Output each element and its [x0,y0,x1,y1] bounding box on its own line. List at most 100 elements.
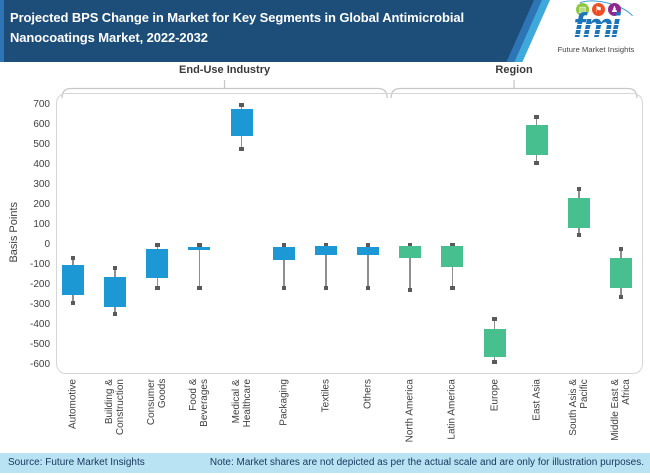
whisker-cap-high [576,186,582,192]
candle-box [609,258,632,288]
logo-stripe [552,24,640,26]
x-axis-category-label: Middle East & Africa [609,379,632,441]
whisker-cap-low [576,232,582,238]
whisker-cap-low [618,294,624,300]
chart-bubble-icon: ▥ [576,3,589,16]
whisker-line [367,245,369,288]
whisker-line [325,245,327,288]
x-axis-category-label: North America [404,379,416,443]
logo-stripe [552,29,640,31]
note-label: Note: Market shares are not depicted as … [209,457,644,468]
x-axis-category-label: Packaging [278,379,290,426]
whisker-cap-high [281,242,286,248]
whisker-cap-high [534,114,539,120]
whisker-cap-high [450,242,455,248]
whisker-line [198,245,201,288]
person-icon: ♟ [608,3,621,16]
plot-area-border [56,93,643,374]
y-axis-tick-label: -300 [29,299,50,310]
logo-stripe [552,34,640,36]
page-title-line2: Nanocoatings Market, 2022-2032 [10,30,208,45]
y-axis-tick-label: 100 [33,219,50,230]
candle-box [146,249,169,278]
whisker-cap-low [534,160,539,166]
header-left-accent [0,0,4,62]
x-axis-category-label: East Asia [531,379,543,421]
y-axis-tick-label: 0 [44,239,50,250]
logo-wordmark: fmi [552,7,640,45]
candle-box [314,246,337,255]
y-axis-tick-label: 700 [33,99,50,110]
whisker-line [409,245,411,290]
logo-icon-row: ▥ ⚑ ♟ [576,3,621,16]
group-label: End-Use Industry [179,64,271,76]
whisker-cap-high [323,242,329,248]
candle-box [525,125,548,155]
candle-box [230,109,253,136]
whisker-cap-low [365,285,371,291]
whisker-cap-low [155,285,160,291]
header-banner: Projected BPS Change in Market for Key S… [0,0,650,62]
y-axis-tick-label: 200 [33,199,50,210]
x-axis-category-label: Food & Beverages [188,379,211,427]
y-axis-tick-label: -600 [29,359,50,370]
whisker-cap-high [407,242,413,248]
x-axis-category-label: Latin America [446,379,458,440]
candle-box [357,247,380,255]
logo-caption: Future Market Insights [557,45,635,54]
y-axis-tick-label: -400 [29,319,50,330]
x-axis-category-label: Textiles [320,379,332,413]
page-title: Projected BPS Change in Market for Key S… [10,8,464,48]
whisker-cap-low [239,146,244,152]
whisker-line [283,245,285,288]
whisker-cap-low [281,285,286,291]
candle-box [567,198,590,228]
whisker-cap-high [239,102,244,108]
whisker-cap-high [197,242,202,248]
x-axis-category-label: Automotive [67,379,79,430]
group-label: Region [495,64,533,76]
x-axis-category-label: Others [362,379,374,410]
y-axis-tick-label: -500 [29,339,50,350]
whisker-cap-low [450,285,455,291]
whisker-cap-low [407,287,413,293]
y-axis-tick-label: -200 [29,279,50,290]
logo-brand-text: fmi [573,7,621,45]
whisker-cap-low [112,311,118,317]
whisker-cap-low [70,300,76,306]
footer-band: Source: Future Market Insights Note: Mar… [0,453,650,473]
fmi-logo: ▥ ⚑ ♟ fmi Future Market Insights [544,0,648,61]
candle-box [441,246,464,267]
candle-box [104,277,127,307]
candle-box [483,329,506,357]
candle-box [399,246,422,258]
whisker-cap-low [323,285,329,291]
x-axis-category-label: South Asis & Pacific [567,379,590,436]
whisker-cap-low [492,359,497,365]
x-axis-category-label: Building & Construction [104,379,127,436]
candle-box [188,247,211,250]
candle-box [272,247,295,260]
logo-stripe [552,39,640,41]
source-label: Source: Future Market Insights [8,457,145,468]
candle-box [62,265,84,295]
whisker-cap-high [365,242,371,248]
whisker-cap-high [155,242,160,248]
y-axis-tick-label: 300 [33,179,50,190]
page-title-line1: Projected BPS Change in Market for Key S… [10,10,465,25]
whisker-cap-high [492,316,497,322]
whisker-cap-high [70,255,76,261]
y-axis-tick-label: 400 [33,159,50,170]
whisker-cap-low [197,285,202,291]
y-axis-title: Basis Points [8,202,20,263]
whisker-cap-high [112,265,118,271]
y-axis-tick-label: 500 [33,139,50,150]
x-axis-category-label: Europe [489,379,500,412]
whisker-cap-high [618,246,624,252]
y-axis-tick-label: -100 [29,259,50,270]
x-axis-category-label: Medical & Healthcare [230,379,253,428]
y-axis-tick-label: 600 [33,119,50,130]
x-axis-category-label: Consumer Goods [146,379,169,426]
flag-bearer-icon: ⚑ [592,3,605,16]
